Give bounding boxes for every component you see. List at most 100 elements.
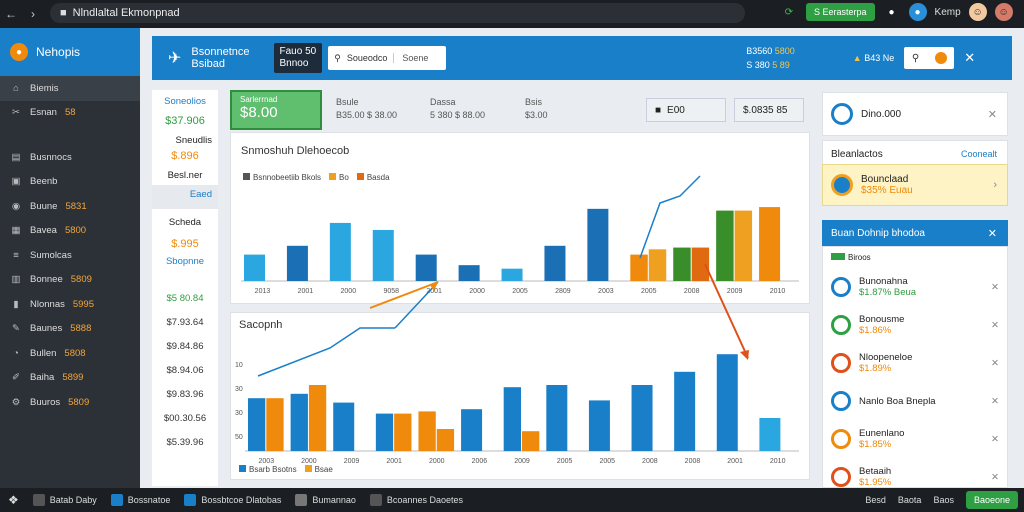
sidebar-item[interactable]: ▦ Bavea 5800 bbox=[0, 219, 140, 244]
sidebar-item-label: Bullen bbox=[30, 347, 57, 359]
sidebar-item[interactable]: ◔ Bullen 5808 bbox=[0, 341, 140, 366]
avatar[interactable]: ☺ bbox=[968, 3, 987, 21]
close-icon[interactable]: ✕ bbox=[991, 433, 999, 445]
right-highlight-card[interactable]: Bounclaad $35% Euau › bbox=[822, 164, 1008, 206]
stat-value: $3.00 bbox=[525, 110, 548, 120]
section-link[interactable]: Coonealt bbox=[960, 149, 997, 159]
search-input[interactable]: ⚲ Soueodco Soene bbox=[328, 46, 447, 70]
sidebar-item-label: Baiha bbox=[30, 372, 55, 384]
url-bar[interactable]: ■ Nlndlaltal Ekmonpnad bbox=[50, 3, 745, 23]
close-icon[interactable]: ✕ bbox=[987, 108, 997, 121]
chart-icon: ▮ bbox=[13, 298, 19, 310]
close-icon[interactable]: ✕ bbox=[987, 227, 997, 240]
back-icon[interactable]: ← bbox=[5, 7, 17, 21]
sidebar-item[interactable]: ⌂ Biemis bbox=[0, 76, 140, 101]
sidebar-item[interactable]: ▣ Beenb bbox=[0, 170, 140, 195]
legend-item: Bo bbox=[329, 173, 349, 182]
header-user-label[interactable]: ▲ B43 Ne bbox=[853, 53, 894, 63]
sidebar-item[interactable]: ✐ Baiha 5899 bbox=[0, 366, 140, 391]
list-item-name: Nloopeneloe bbox=[859, 352, 913, 363]
stat-label: Bsis bbox=[525, 97, 543, 107]
right-top-card[interactable]: Dino.000 ✕ bbox=[822, 92, 1008, 136]
header-metric-1b: 5800 bbox=[774, 46, 795, 56]
warning-icon: ▲ bbox=[852, 53, 862, 63]
globe-icon bbox=[831, 174, 853, 196]
close-icon[interactable]: ✕ bbox=[991, 319, 999, 331]
right-list-item[interactable]: Bonousme $1.86% ✕ bbox=[831, 309, 1001, 341]
summary-list-value: $9.83.96 bbox=[166, 389, 204, 400]
browser-topbar: ← › ■ Nlndlaltal Ekmonpnad ⟳ S Eerasterp… bbox=[0, 0, 1024, 28]
close-icon[interactable]: ✕ bbox=[964, 50, 976, 65]
sidebar-item[interactable]: ✂ Esnan 58 bbox=[0, 101, 140, 126]
taskbar-button[interactable]: Baoeone bbox=[965, 491, 1018, 509]
tray-item[interactable]: Besd bbox=[865, 495, 886, 505]
avatar-secondary[interactable]: ☺ bbox=[994, 3, 1013, 21]
sidebar-item[interactable]: ⚙ Buuros 5809 bbox=[0, 390, 140, 415]
shield-icon[interactable]: ● bbox=[888, 6, 895, 18]
chart-bar bbox=[522, 431, 540, 451]
close-icon[interactable]: ✕ bbox=[991, 395, 999, 407]
right-list-item[interactable]: Betaaih $1.95% ✕ bbox=[831, 461, 1001, 487]
windows-icon[interactable]: ❖ bbox=[8, 493, 19, 507]
sidebar-item[interactable]: ≡ Sumolcas bbox=[0, 243, 140, 268]
right-top-card-label: Dino.000 bbox=[861, 108, 902, 120]
stat-label: Dassa bbox=[430, 97, 456, 107]
chart-bar bbox=[375, 413, 394, 451]
profile-icon[interactable]: ● bbox=[908, 3, 927, 21]
taskbar-item[interactable]: Bumannao bbox=[295, 494, 356, 506]
taskbar-item[interactable]: Batab Daby bbox=[32, 494, 97, 506]
header-metric-2a: S 380 bbox=[746, 60, 770, 70]
close-icon[interactable]: ✕ bbox=[991, 357, 999, 369]
summary-row-highlight[interactable]: Eaed bbox=[152, 185, 218, 209]
sidebar-item-label: Buune bbox=[30, 200, 58, 212]
home-icon: ⌂ bbox=[13, 82, 19, 94]
header-info-box[interactable]: Fauo 50 Bnnoo bbox=[273, 43, 323, 73]
close-icon[interactable]: ✕ bbox=[991, 281, 999, 293]
chart-bar bbox=[588, 400, 610, 451]
tick-label: 9058 bbox=[383, 288, 399, 295]
stat-box-2[interactable]: $.0835 85 bbox=[734, 98, 804, 122]
sidebar-item-value: 5995 bbox=[72, 298, 94, 310]
sidebar-item-label: Baunes bbox=[30, 323, 63, 335]
sidebar-item[interactable]: ◉ Buune 5831 bbox=[0, 194, 140, 219]
chart-bar bbox=[630, 254, 648, 281]
browser-action-button[interactable]: S Eerasterpa bbox=[806, 3, 875, 21]
refresh-icon[interactable]: ⟳ bbox=[784, 6, 794, 18]
section-title: Bleanlactos bbox=[831, 149, 883, 160]
tray-item[interactable]: Baota bbox=[897, 495, 922, 505]
blue-header-label: Buan Dohnip bhodoa bbox=[831, 227, 925, 239]
highlight-value: $35% Euau bbox=[861, 185, 913, 196]
chevron-right-icon[interactable]: › bbox=[993, 179, 997, 191]
chart-bar bbox=[674, 371, 696, 451]
list-item-value: $1.85% bbox=[859, 439, 892, 450]
right-list-item[interactable]: Nloopeneloe $1.89% ✕ bbox=[831, 347, 1001, 379]
right-list-item[interactable]: Eunenlano $1.85% ✕ bbox=[831, 423, 1001, 455]
sidebar-item[interactable]: ▮ Nlonnas 5995 bbox=[0, 292, 140, 317]
taskbar-item[interactable]: Bossbtcoe Dlatobas bbox=[184, 494, 281, 506]
tick-label: 2009 bbox=[344, 458, 360, 465]
tray-item[interactable]: Baos bbox=[933, 495, 954, 505]
search-button[interactable]: Soene bbox=[393, 53, 428, 63]
chart-bar bbox=[286, 245, 308, 281]
taskbar-item[interactable]: Bossnatoe bbox=[110, 494, 170, 506]
taskbar-item[interactable]: Bcoannes Daoetes bbox=[369, 494, 463, 506]
summary-list-value: $9.84.86 bbox=[166, 341, 204, 352]
right-list-item[interactable]: Bunonahna $1.87% Beua ✕ bbox=[831, 271, 1001, 303]
summary-label: Scheda bbox=[168, 217, 202, 228]
sidebar-item[interactable]: ▥ Bonnee 5809 bbox=[0, 268, 140, 293]
chart-bar bbox=[290, 393, 308, 451]
summary-label: Sbopnne bbox=[165, 256, 205, 267]
right-list-item[interactable]: Nanlo Boa Bnepla ✕ bbox=[831, 385, 1001, 417]
sidebar-item[interactable]: ▤ Busnnocs bbox=[0, 145, 140, 170]
sidebar-item-value: 5899 bbox=[62, 372, 84, 384]
header-search-button[interactable]: ⚲ bbox=[904, 47, 955, 69]
close-icon[interactable]: ✕ bbox=[991, 471, 999, 483]
main-stat-card[interactable]: Sarlerrnad $8.00 bbox=[230, 90, 322, 130]
stat-box-1[interactable]: ■ E00 bbox=[646, 98, 726, 122]
lock-icon: ■ bbox=[60, 7, 67, 19]
tick-label: 2005 bbox=[599, 458, 615, 465]
sidebar-header: ● Nehopis bbox=[0, 28, 140, 76]
tick-label: 2001 bbox=[386, 458, 402, 465]
forward-icon[interactable]: › bbox=[31, 7, 35, 21]
sidebar-item[interactable]: ✎ Baunes 5888 bbox=[0, 317, 140, 342]
